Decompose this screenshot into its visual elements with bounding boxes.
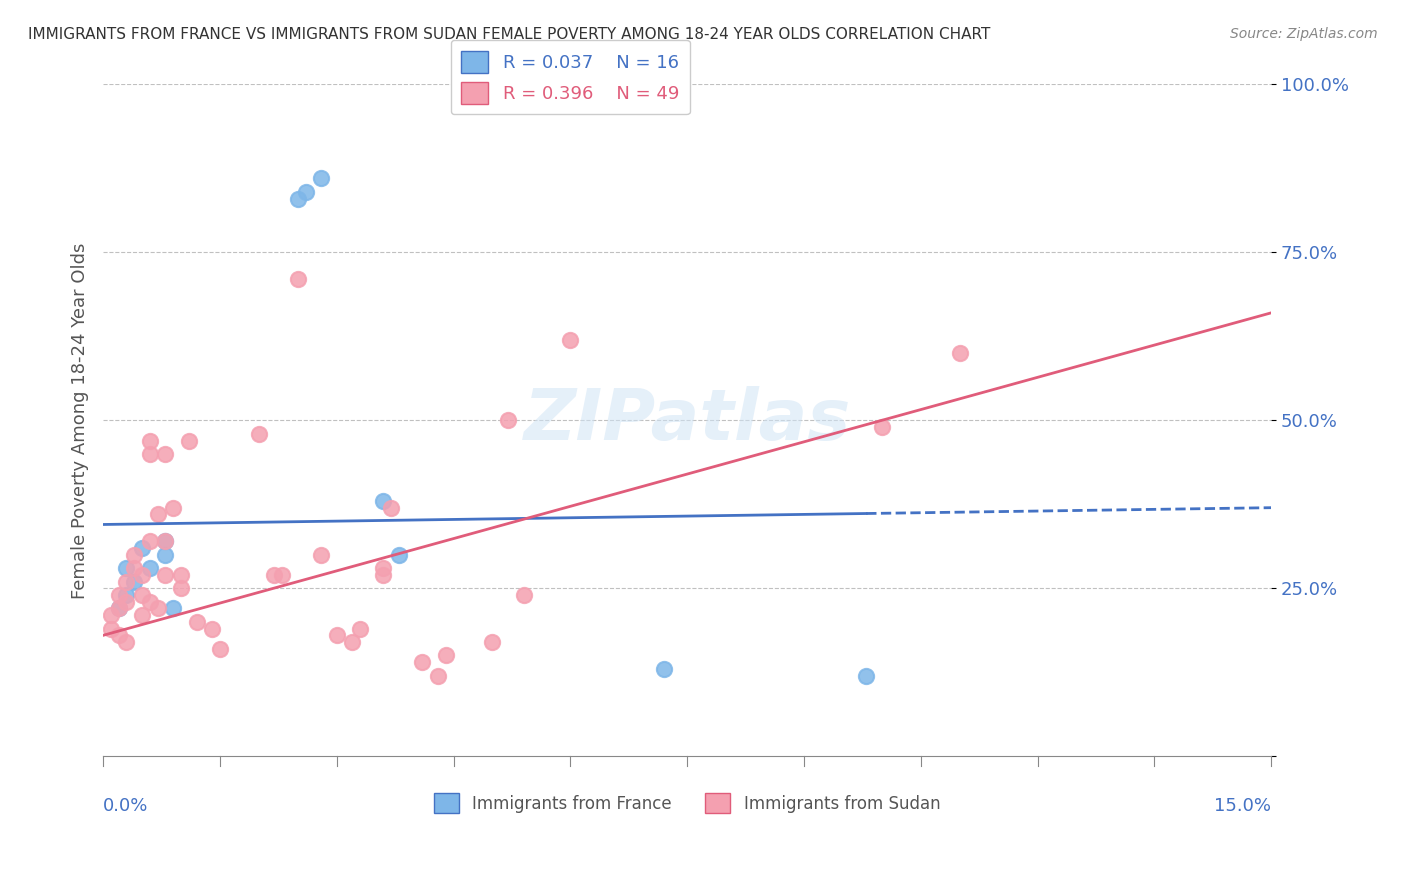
Text: IMMIGRANTS FROM FRANCE VS IMMIGRANTS FROM SUDAN FEMALE POVERTY AMONG 18-24 YEAR : IMMIGRANTS FROM FRANCE VS IMMIGRANTS FRO… [28, 27, 990, 42]
Legend: Immigrants from France, Immigrants from Sudan: Immigrants from France, Immigrants from … [426, 785, 949, 822]
Text: 0.0%: 0.0% [103, 797, 149, 814]
Point [201, 622, 224, 636]
Point [481, 635, 503, 649]
Point [146, 508, 169, 522]
Point [855, 668, 877, 682]
Point [107, 601, 129, 615]
Point [155, 567, 177, 582]
Point [115, 635, 138, 649]
Point [115, 574, 138, 589]
Point [349, 622, 371, 636]
Point [124, 561, 146, 575]
Point [162, 500, 184, 515]
Point [155, 447, 177, 461]
Point [247, 426, 270, 441]
Point [263, 567, 285, 582]
Point [155, 548, 177, 562]
Point [426, 668, 449, 682]
Point [411, 655, 433, 669]
Point [560, 333, 582, 347]
Point [139, 561, 162, 575]
Point [146, 601, 169, 615]
Point [170, 582, 193, 596]
Point [870, 420, 893, 434]
Point [949, 346, 972, 360]
Point [170, 567, 193, 582]
Point [373, 561, 395, 575]
Text: ZIPatlas: ZIPatlas [523, 386, 851, 455]
Point [131, 608, 153, 623]
Point [309, 171, 332, 186]
Point [131, 567, 153, 582]
Point [294, 185, 316, 199]
Point [342, 635, 364, 649]
Point [325, 628, 347, 642]
Point [131, 588, 153, 602]
Point [287, 192, 309, 206]
Point [139, 534, 162, 549]
Point [373, 567, 395, 582]
Point [139, 434, 162, 448]
Point [380, 500, 402, 515]
Point [100, 622, 122, 636]
Point [155, 534, 177, 549]
Point [107, 588, 129, 602]
Text: 15.0%: 15.0% [1215, 797, 1271, 814]
Text: Source: ZipAtlas.com: Source: ZipAtlas.com [1230, 27, 1378, 41]
Point [512, 588, 534, 602]
Point [186, 615, 208, 629]
Point [496, 413, 519, 427]
Point [287, 272, 309, 286]
Y-axis label: Female Poverty Among 18-24 Year Olds: Female Poverty Among 18-24 Year Olds [72, 242, 89, 599]
Point [124, 574, 146, 589]
Point [115, 595, 138, 609]
Point [208, 641, 231, 656]
Point [124, 548, 146, 562]
Point [388, 548, 411, 562]
Point [162, 601, 184, 615]
Point [652, 662, 675, 676]
Point [115, 561, 138, 575]
Point [373, 494, 395, 508]
Point [100, 608, 122, 623]
Point [131, 541, 153, 555]
Point [155, 534, 177, 549]
Point [107, 601, 129, 615]
Point [107, 628, 129, 642]
Point [139, 447, 162, 461]
Point [115, 588, 138, 602]
Point [139, 595, 162, 609]
Point [271, 567, 294, 582]
Point [434, 648, 457, 663]
Point [309, 548, 332, 562]
Point [177, 434, 200, 448]
